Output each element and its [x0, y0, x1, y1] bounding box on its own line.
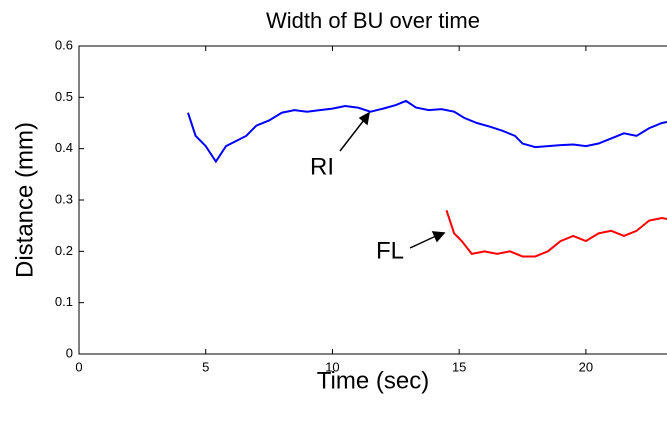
annotation: FL	[376, 237, 404, 264]
y-tick-label: 0.4	[55, 140, 73, 155]
y-axis-label: Distance (mm)	[11, 122, 38, 278]
y-tick-label: 0.3	[55, 191, 73, 206]
x-tick-label: 5	[202, 359, 209, 374]
chart-title: Width of BU over time	[266, 8, 480, 33]
arrow	[409, 235, 437, 249]
arrow-head	[358, 111, 371, 126]
y-tick-label: 0.2	[55, 243, 73, 258]
arrow-head	[431, 231, 446, 243]
y-tick-label: 0.6	[55, 37, 73, 52]
x-axis-label: Time (sec)	[317, 367, 429, 394]
data-line	[187, 99, 667, 164]
y-tick-label: 0.5	[55, 89, 73, 104]
x-tick-label: 20	[579, 359, 593, 374]
y-tick-label: 0.1	[55, 294, 73, 309]
data-line	[445, 209, 667, 258]
x-tick-label: 0	[75, 359, 82, 374]
y-tick-label: 0	[66, 345, 73, 360]
annotation-arrows	[339, 111, 446, 249]
x-tick-label: 10	[325, 359, 339, 374]
annotation: RI	[310, 153, 334, 180]
x-tick-label: 15	[452, 359, 466, 374]
arrow	[339, 119, 365, 152]
